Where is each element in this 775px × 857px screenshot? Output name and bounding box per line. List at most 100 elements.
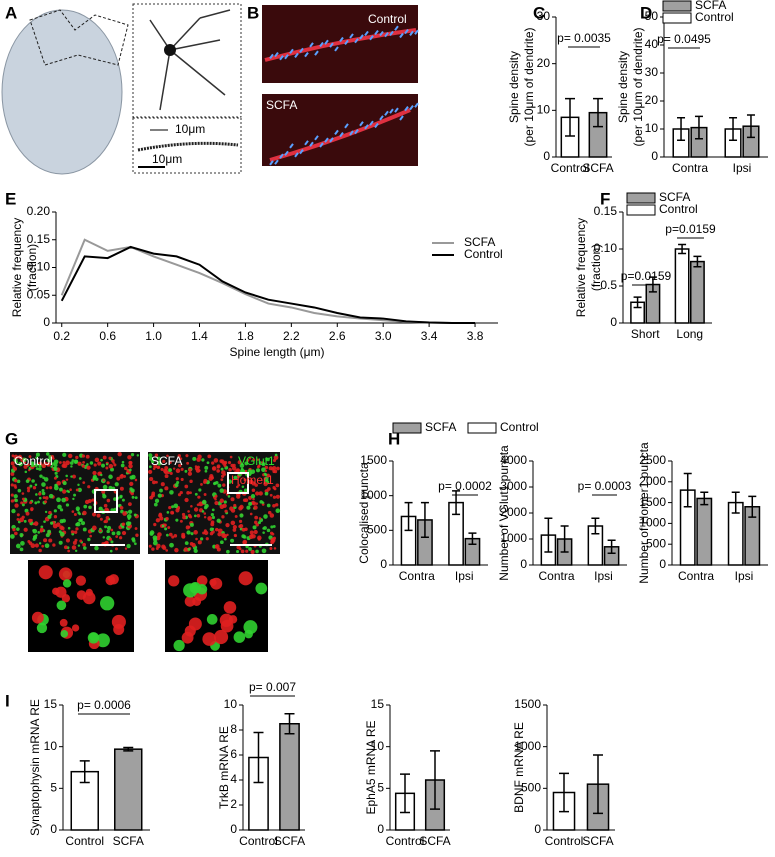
punctum: [23, 519, 27, 523]
punctum: [113, 463, 117, 467]
punctum: [36, 622, 48, 634]
error-bar: [748, 495, 757, 518]
legend-label: Control: [695, 10, 734, 24]
punctum: [74, 538, 78, 542]
punctum: [48, 538, 53, 543]
y-tick-label: 8: [230, 722, 237, 736]
punctum: [217, 483, 222, 488]
punctum: [193, 530, 198, 535]
punctum: [153, 464, 158, 469]
punctum: [19, 547, 24, 552]
legend-swatch: [662, 12, 692, 24]
image-label: SCFA: [151, 454, 182, 468]
punctum: [229, 455, 233, 459]
neuron-dendrites: [149, 9, 231, 111]
spine: [404, 106, 409, 112]
punctum: [256, 458, 260, 461]
spine: [374, 29, 379, 36]
y-tick-label: 0.10: [27, 260, 51, 274]
punctum: [254, 483, 258, 487]
punctum: [35, 467, 39, 471]
punctum: [92, 470, 97, 476]
punctum: [228, 615, 238, 624]
punctum: [131, 495, 135, 499]
spine: [309, 42, 314, 48]
punctum: [168, 506, 172, 510]
punctum: [181, 534, 186, 539]
punctum: [255, 468, 261, 473]
bar: [279, 723, 300, 831]
punctum: [197, 540, 202, 545]
punctum: [82, 460, 86, 464]
y-tick-label: 0: [543, 149, 550, 163]
punctum: [233, 631, 246, 643]
punctum: [275, 494, 280, 499]
scale-label: 10μm: [152, 152, 182, 166]
y-tick-label: 2000: [639, 474, 666, 488]
punctum: [58, 567, 73, 581]
punctum: [233, 503, 237, 508]
y-axis-label: Spine density: [616, 51, 630, 123]
punctum: [89, 461, 94, 465]
punctum: [48, 493, 54, 499]
punctum: [164, 486, 169, 491]
punctum: [61, 594, 71, 603]
punctum: [193, 514, 197, 518]
punctum: [194, 492, 198, 496]
error-bar: [746, 114, 755, 139]
punctum: [77, 487, 82, 493]
punctum: [32, 486, 37, 490]
punctum: [163, 469, 169, 475]
punctum: [261, 462, 266, 467]
punctum: [177, 463, 182, 468]
panel-label: E: [5, 189, 16, 208]
spine: [399, 115, 404, 121]
punctum: [266, 457, 270, 462]
spine: [269, 160, 274, 166]
punctum: [230, 520, 236, 526]
punctum: [14, 531, 18, 536]
punctum: [17, 454, 23, 459]
punctum: [47, 514, 52, 519]
punctum: [59, 519, 64, 524]
punctum: [124, 547, 128, 550]
y-tick-label: 1000: [360, 488, 387, 502]
punctum: [16, 513, 20, 517]
punctum: [41, 488, 45, 492]
spine: [394, 107, 399, 113]
punctum: [69, 488, 72, 492]
punctum: [220, 474, 225, 478]
y-tick-label: 1500: [639, 495, 666, 509]
punctum: [106, 498, 111, 503]
y-tick-label: 1500: [514, 697, 541, 711]
punctum: [232, 524, 237, 530]
punctum: [75, 506, 80, 511]
punctum: [43, 538, 48, 543]
punctum: [270, 525, 274, 529]
punctum: [93, 463, 97, 467]
punctum: [111, 531, 116, 536]
punctum: [244, 498, 249, 503]
punctum: [65, 503, 70, 507]
error-bar: [400, 773, 410, 814]
punctum: [223, 500, 227, 504]
punctum: [219, 504, 225, 510]
punctum: [13, 454, 19, 460]
x-tick-label: SCFA: [582, 161, 613, 175]
y-tick-label: 0.15: [594, 204, 618, 218]
panel-label: H: [388, 429, 400, 448]
y-tick-label: 10: [645, 121, 659, 135]
punctum: [45, 486, 49, 490]
punctum: [46, 462, 51, 467]
punctum: [10, 483, 14, 487]
punctum: [62, 481, 67, 486]
puncta: [9, 25, 419, 652]
punctum: [123, 475, 126, 478]
legend-label: Control: [659, 202, 698, 216]
dendrite-image: [132, 117, 242, 174]
punctum: [108, 485, 113, 490]
punctum: [190, 532, 194, 536]
y-tick-label: 0: [50, 822, 57, 836]
y-tick-label: 0: [230, 822, 237, 836]
punctum: [255, 549, 259, 554]
